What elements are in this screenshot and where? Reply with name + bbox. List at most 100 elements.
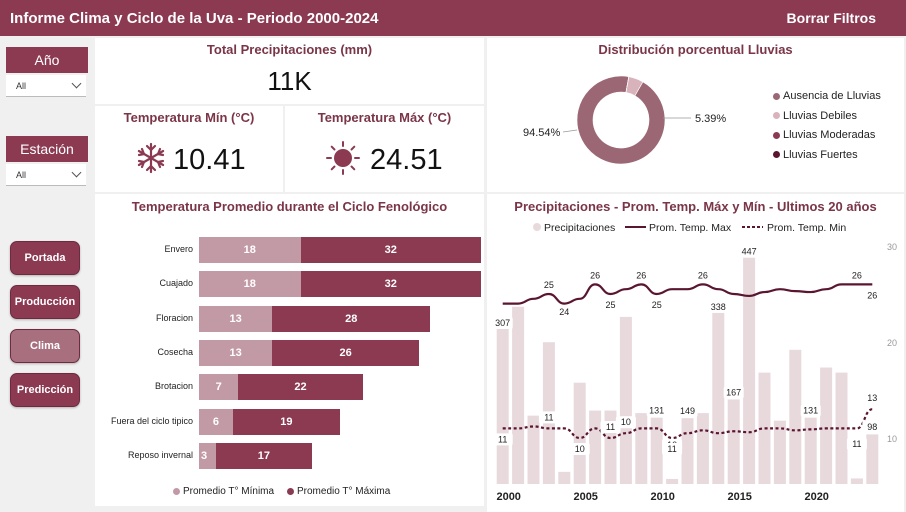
year-filter-label: Año	[6, 47, 88, 73]
bar-data-label: 131	[803, 406, 818, 416]
legend-label: Promedio T° Mínima	[183, 486, 275, 497]
bar-segment-tmin: 6	[199, 408, 233, 435]
temp-max-label: 25	[652, 300, 662, 310]
phenology-temp-card: Temperatura Promedio durante el Ciclo Fe…	[95, 194, 484, 506]
precip-bar	[558, 471, 571, 484]
precip-bar	[850, 478, 863, 484]
bar-category-label: Envero	[164, 244, 193, 254]
chevron-down-icon	[71, 167, 82, 178]
precip-temp-title: Precipitaciones - Prom. Temp. Máx y Mín …	[514, 199, 877, 214]
temp-max-label: 26	[867, 290, 877, 300]
temp-min-label: 11	[498, 434, 507, 444]
x-axis-tick-label: 2005	[573, 491, 597, 503]
precip-bar	[527, 415, 540, 484]
precip-bar	[835, 372, 848, 484]
legend-item: Ausencia de Lluvias	[773, 90, 881, 102]
nav-button-portada[interactable]: Portada	[10, 241, 80, 275]
label-background	[646, 404, 667, 417]
legend-label: Precipitaciones	[544, 222, 615, 234]
year-dropdown-value: All	[16, 80, 27, 91]
bar-segment-tmax: 26	[272, 339, 419, 366]
precip-bar	[496, 328, 509, 484]
tmin-kpi-value: 10.41	[173, 144, 246, 176]
x-axis-tick-label: 2000	[496, 491, 520, 503]
legend-label: Promedio T° Máxima	[297, 486, 391, 497]
slice-label: 5.39%	[695, 113, 726, 125]
clear-filters-button[interactable]: Borrar Filtros	[786, 10, 876, 26]
temp-min-label: 13	[867, 393, 877, 403]
temp-max-label: 26	[590, 270, 600, 280]
bar-segment-tmax: 32	[300, 271, 481, 298]
leader-line	[562, 129, 578, 133]
label-background	[538, 411, 559, 424]
nav-button-clima[interactable]: Clima	[10, 329, 80, 363]
station-filter-label: Estación	[6, 136, 88, 162]
rain-distribution-donut: 94.54% 5.39%	[523, 75, 726, 165]
label-background	[862, 392, 883, 405]
tmin-kpi-card: Temperatura Mín (°C) 10.41	[95, 106, 283, 192]
bar-category-label: Cosecha	[157, 346, 193, 357]
legend-item-tmin: Promedio T° Mínima	[173, 486, 274, 497]
precip-kpi-card: Total Precipitaciones (mm) 11K	[95, 38, 484, 104]
precip-bar	[619, 316, 632, 484]
bar-category-label: Reposo invernal	[127, 449, 193, 460]
x-axis-tick-label: 2020	[804, 491, 828, 503]
nav-button-produccion[interactable]: Producción	[10, 285, 80, 319]
bar-data-label: 98	[867, 422, 877, 432]
nav-button-prediccion[interactable]: Predicción	[10, 373, 80, 407]
tmax-kpi-title: Temperatura Máx (°C)	[317, 110, 452, 125]
label-background	[600, 421, 621, 433]
legend-item: Lluvias Fuertes	[773, 149, 858, 161]
axis-tick-label: 20	[887, 338, 897, 348]
temp-min-label: 11	[606, 422, 615, 432]
temp-max-label: 26	[698, 270, 708, 280]
axis-tick-label: 10	[887, 434, 897, 444]
label-background	[800, 404, 821, 417]
header-bar: Informe Clima y Ciclo de la Uva - Period…	[0, 0, 906, 36]
bar-data-label: 447	[742, 247, 757, 257]
precip-bar	[512, 306, 525, 484]
bar-category-label: Floracion	[155, 312, 193, 323]
snowflake-icon	[137, 142, 165, 174]
bar-data-label: 11	[852, 439, 861, 449]
sun-icon	[326, 141, 360, 175]
precip-kpi-value: 11K	[267, 66, 312, 96]
x-axis-tick-label: 2015	[727, 491, 751, 503]
bar-segment-tmin: 13	[199, 339, 273, 366]
chevron-down-icon	[71, 78, 82, 89]
tmin-kpi-title: Temperatura Mín (°C)	[123, 110, 255, 125]
rain-distribution-title: Distribución porcentual Lluvias	[598, 42, 793, 57]
legend-label: Lluvias Moderadas	[783, 129, 876, 141]
label-background	[554, 306, 575, 318]
label-background	[615, 416, 636, 429]
precip-kpi-title: Total Precipitaciones (mm)	[206, 42, 373, 57]
precip-temp-chart: Precipitaciones Prom. Temp. Max Prom. Temp…	[492, 222, 897, 503]
precip-bar	[727, 399, 740, 484]
legend-dot	[773, 112, 780, 119]
precip-bar	[681, 418, 694, 484]
precip-bar	[758, 372, 771, 484]
station-dropdown[interactable]: All	[6, 164, 86, 186]
precip-bar	[712, 312, 725, 484]
label-background	[492, 317, 513, 329]
legend-label: Lluvias Debiles	[783, 109, 857, 122]
label-background	[739, 245, 760, 258]
bar-segment-tmax: 22	[238, 374, 363, 401]
temp-max-label: 26	[852, 270, 862, 280]
temp-max-label: 25	[605, 300, 615, 310]
bar-category-label: Cuajado	[159, 278, 193, 289]
bar-data-label: 167	[726, 387, 741, 397]
bar-segment-tmax: 32	[300, 237, 481, 263]
temp-min-label: 11	[667, 444, 676, 454]
phenology-temp-title: Temperatura Promedio durante el Ciclo Fe…	[131, 199, 448, 214]
legend-dot	[533, 223, 541, 231]
rain-distribution-card: Distribución porcentual Lluvias 94.54% 5.…	[487, 38, 904, 192]
year-dropdown[interactable]: All	[6, 75, 86, 97]
legend-dot	[287, 488, 294, 495]
slice-label: 94.54%	[523, 127, 561, 139]
legend-item-tmax: Promedio T° Máxima	[287, 486, 390, 497]
label-background	[723, 386, 744, 399]
legend-dot	[173, 488, 180, 495]
bar-category-label: Fuera del ciclo tipico	[110, 415, 193, 426]
legend-dot	[773, 131, 780, 139]
